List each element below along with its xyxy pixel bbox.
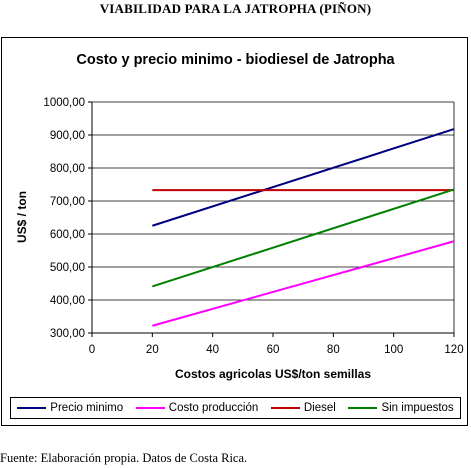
- x-tick-label: 80: [327, 344, 340, 356]
- x-tick-label: 40: [206, 344, 219, 356]
- source-note: Fuente: Elaboración propia. Datos de Cos…: [0, 451, 248, 465]
- y-tick-label: 900,00: [50, 130, 85, 142]
- y-tick-label: 700,00: [50, 196, 85, 208]
- x-tick-label: 0: [89, 344, 95, 356]
- y-tick-label: 300,00: [50, 328, 85, 340]
- y-axis-title: US$ / ton: [15, 191, 29, 244]
- legend-swatch: [135, 407, 165, 409]
- y-tick-label: 500,00: [50, 262, 85, 274]
- series-line-2: [152, 240, 455, 327]
- legend-swatch: [17, 407, 47, 409]
- legend-label: Precio minimo: [50, 402, 124, 414]
- gridlines: [92, 101, 454, 301]
- x-tick-label: 20: [146, 344, 159, 356]
- y-tick-label: 1000,00: [43, 97, 85, 109]
- legend-item: Sin impuestos: [348, 402, 454, 414]
- x-tick-label: 120: [444, 344, 463, 356]
- y-tick-label: 600,00: [50, 229, 85, 241]
- series-lines: [152, 128, 455, 327]
- legend-label: Sin impuestos: [381, 402, 454, 414]
- series-line-4: [152, 188, 455, 288]
- axes: [88, 101, 455, 337]
- series-line-1: [152, 128, 455, 227]
- x-tick-label: 100: [384, 344, 403, 356]
- chart-title: Costo y precio minimo - biodiesel de Jat…: [76, 52, 395, 68]
- legend-label: Costo producción: [168, 402, 259, 414]
- legend-label: Diesel: [303, 402, 336, 414]
- x-axis-title: Costos agricolas US$/ton semillas: [174, 367, 372, 381]
- legend-item: Precio minimo: [17, 402, 123, 414]
- legend: Precio minimo Costo producción Diesel Sin i…: [10, 397, 461, 419]
- x-tick-label: 60: [267, 344, 280, 356]
- legend-swatch: [270, 407, 300, 409]
- y-tick-label: 800,00: [50, 163, 85, 175]
- y-tick-label: 400,00: [50, 295, 85, 307]
- legend-item: Costo producción: [135, 402, 259, 414]
- legend-item: Diesel: [270, 402, 336, 414]
- legend-swatch: [348, 407, 378, 409]
- tick-labels: 300,00 400,00 500,00 600,00 700,00 800,00 900,…: [43, 97, 463, 356]
- page-heading: VIABILIDAD PARA LA JATROPHA (PIÑON): [99, 1, 372, 16]
